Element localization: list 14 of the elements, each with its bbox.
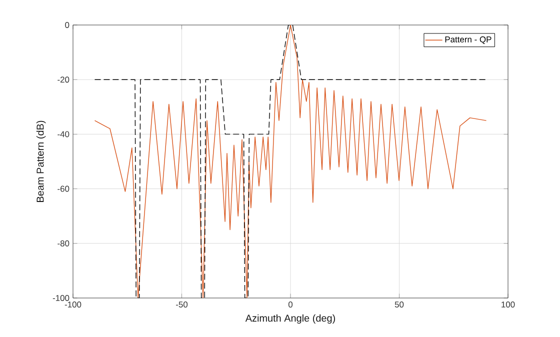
x-axis-title: Azimuth Angle (deg)	[245, 314, 336, 324]
legend-label: Pattern - QP	[445, 36, 492, 44]
y-tick-label: 0	[65, 22, 70, 28]
y-tick-label: -80	[58, 240, 70, 246]
x-tick-label: 50	[394, 302, 404, 308]
x-tick-label: 100	[502, 302, 515, 308]
x-tick-label: 0	[288, 302, 293, 308]
y-axis-title: Beam Pattern (dB)	[36, 120, 46, 202]
y-tick-label: -40	[58, 131, 70, 138]
x-tick-label: -100	[64, 302, 82, 308]
x-tick-label: -50	[176, 302, 188, 308]
y-tick-label: -100	[52, 295, 70, 301]
y-tick-label: -60	[58, 186, 70, 192]
y-tick-label: -20	[58, 76, 70, 83]
